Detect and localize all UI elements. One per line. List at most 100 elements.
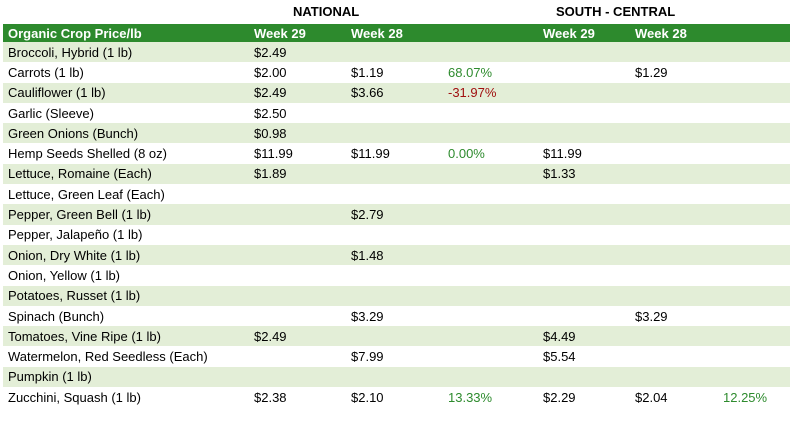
cell-sc-w28 [630,164,718,184]
cell-nat-chg [443,286,538,306]
cell-nat-w29 [249,286,346,306]
cell-sc-w29: $4.49 [543,328,576,344]
cell-sc-w29 [538,225,630,245]
cell-nat-chg: 68.07% [448,64,493,80]
cell-nat-chg [443,265,538,285]
cell-nat-w29 [249,225,346,245]
region-header-row: NATIONAL SOUTH - CENTRAL [0,4,799,24]
header-national-week-28: Week 28 [351,25,403,41]
crop-name-cell: Lettuce, Green Leaf (Each) [8,186,165,202]
cell-sc-w29 [538,286,630,306]
cell-sc-w28 [630,204,718,224]
cell-nat-w29 [249,265,346,285]
cell-nat-w28: $7.99 [351,349,384,365]
region-south-central-label: SOUTH - CENTRAL [556,4,676,19]
table-row: Potatoes, Russet (1 lb) [3,285,790,306]
cell-nat-chg [443,123,538,143]
crop-name-cell: Zucchini, Squash (1 lb) [8,389,141,405]
cell-sc-chg [718,306,790,326]
cell-nat-chg: 13.33% [448,389,493,405]
cell-nat-w29: $2.49 [254,85,287,101]
cell-sc-chg [718,184,790,204]
header-south-central-week-28: Week 28 [635,25,687,41]
cell-nat-w29: $2.38 [254,389,287,405]
crop-name-cell: Onion, Yellow (1 lb) [8,267,121,283]
cell-nat-w28 [346,184,443,204]
crop-name-cell: Cauliflower (1 lb) [8,85,106,101]
cell-sc-chg [718,83,790,103]
cell-nat-w28: $11.99 [351,146,390,162]
cell-nat-chg [443,326,538,346]
cell-nat-chg [443,306,538,326]
cell-sc-chg [718,245,790,265]
cell-nat-w28: $2.10 [351,389,384,405]
cell-nat-w29 [249,245,346,265]
cell-sc-w29 [538,42,630,62]
cell-sc-w28 [630,346,718,366]
cell-sc-chg [718,143,790,163]
cell-sc-w28 [630,286,718,306]
cell-sc-w28: $3.29 [635,308,668,324]
cell-sc-w29 [538,103,630,123]
cell-sc-w28 [630,143,718,163]
cell-nat-chg [443,103,538,123]
cell-sc-w29: $1.33 [543,166,576,182]
crop-name-cell: Onion, Dry White (1 lb) [8,247,141,263]
cell-nat-w29: $1.89 [254,166,287,182]
cell-nat-w29 [249,184,346,204]
cell-nat-w28 [346,326,443,346]
table-header-row: Organic Crop Price/lb Week 29 Week 28 We… [3,24,790,42]
cell-nat-w28 [346,367,443,387]
cell-nat-w29: $0.98 [254,125,287,141]
cell-nat-w29: $2.49 [254,328,287,344]
cell-sc-w28 [630,225,718,245]
cell-nat-chg [443,346,538,366]
cell-sc-chg [718,346,790,366]
crop-name-cell: Hemp Seeds Shelled (8 oz) [8,146,167,162]
organic-price-table: Organic Crop Price/lb Week 29 Week 28 We… [3,24,790,408]
cell-sc-chg [718,62,790,82]
cell-sc-w29 [538,62,630,82]
region-national-label: NATIONAL [293,4,360,19]
table-row: Garlic (Sleeve) $2.50 [3,102,790,124]
cell-sc-w28 [630,367,718,387]
cell-nat-w28: $3.66 [351,85,384,101]
table-row: Pepper, Jalapeño (1 lb) [3,224,790,245]
table-row: Carrots (1 lb) $2.00 $1.19 68.07% $1.29 [3,62,790,83]
cell-sc-w28 [630,326,718,346]
cell-sc-w28 [630,83,718,103]
cell-nat-w28 [346,164,443,184]
cell-nat-chg: -31.97% [448,85,497,101]
cell-nat-chg [443,184,538,204]
cell-sc-chg [718,204,790,224]
header-national-week-29: Week 29 [254,25,306,41]
cell-sc-w28 [630,265,718,285]
cell-sc-chg [718,286,790,306]
cell-sc-w29 [538,265,630,285]
cell-sc-w28 [630,245,718,265]
crop-name-cell: Watermelon, Red Seedless (Each) [8,349,208,365]
cell-nat-chg [443,367,538,387]
header-national-change [443,24,538,42]
cell-nat-w28: $1.48 [351,247,384,263]
crop-name-cell: Lettuce, Romaine (Each) [8,166,152,182]
cell-sc-chg [718,225,790,245]
cell-sc-w29 [538,367,630,387]
cell-sc-w28 [630,103,718,123]
cell-sc-w28 [630,123,718,143]
table-row: Watermelon, Red Seedless (Each) $7.99 $5.5… [3,346,790,367]
cell-nat-w29: $2.50 [254,105,287,121]
cell-nat-w29 [249,367,346,387]
cell-nat-w28 [346,123,443,143]
crop-name-cell: Potatoes, Russet (1 lb) [8,288,141,304]
table-row: Cauliflower (1 lb) $2.49 $3.66 -31.97% [3,82,790,103]
cell-sc-chg [718,42,790,62]
cell-sc-chg [718,265,790,285]
cell-nat-chg [443,164,538,184]
table-row: Lettuce, Romaine (Each) $1.89 $1.33 [3,163,790,185]
cell-sc-w28 [630,184,718,204]
cell-nat-w28 [346,42,443,62]
cell-sc-w29 [538,123,630,143]
cell-nat-chg: 0.00% [448,146,485,162]
